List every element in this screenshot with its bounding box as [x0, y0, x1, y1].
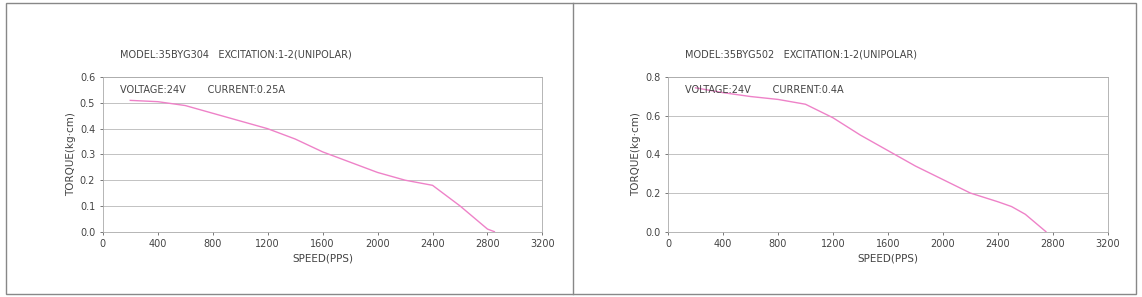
- Y-axis label: TORQUE(kg·cm): TORQUE(kg·cm): [630, 113, 641, 196]
- Y-axis label: TORQUE(kg·cm): TORQUE(kg·cm): [65, 113, 75, 196]
- Text: VOLTAGE:24V       CURRENT:0.4A: VOLTAGE:24V CURRENT:0.4A: [685, 85, 844, 95]
- Text: MODEL:35BYG502   EXCITATION:1-2(UNIPOLAR): MODEL:35BYG502 EXCITATION:1-2(UNIPOLAR): [685, 49, 917, 59]
- Text: MODEL:35BYG304   EXCITATION:1-2(UNIPOLAR): MODEL:35BYG304 EXCITATION:1-2(UNIPOLAR): [120, 49, 352, 59]
- X-axis label: SPEED(PPS): SPEED(PPS): [858, 253, 918, 263]
- Text: VOLTAGE:24V       CURRENT:0.25A: VOLTAGE:24V CURRENT:0.25A: [120, 85, 284, 95]
- X-axis label: SPEED(PPS): SPEED(PPS): [292, 253, 353, 263]
